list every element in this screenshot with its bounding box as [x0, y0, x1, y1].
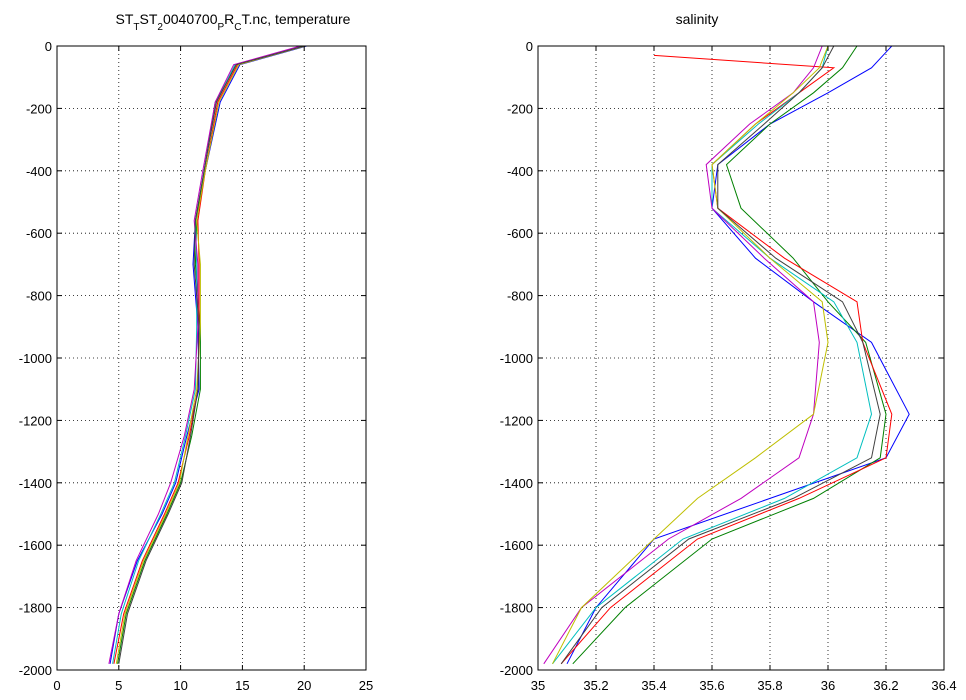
series-line-1 — [572, 45, 887, 665]
title-part: 0040700 — [163, 11, 218, 27]
x-tick-label: 35.2 — [583, 678, 608, 693]
title-part: T.nc, temperature — [242, 11, 351, 27]
x-tick-label: 36.2 — [873, 678, 898, 693]
x-tick-label: 0 — [53, 678, 60, 693]
x-tick-label: 35.8 — [757, 678, 782, 693]
series-line-4 — [108, 45, 301, 664]
y-tick-label: -1800 — [500, 601, 533, 616]
salinity-panel: salinity 35 35.2 35.4 35.6 35.8 36 36.2 36.4 0 -2… — [500, 11, 957, 693]
series-line-4 — [543, 45, 823, 665]
salinity-title: salinity — [676, 11, 719, 27]
y-tick-label: -400 — [26, 164, 52, 179]
y-tick-label: -1800 — [19, 601, 52, 616]
y-tick-label: -1200 — [19, 413, 52, 428]
y-tick-label: -1200 — [500, 413, 533, 428]
x-tick-label: 35 — [531, 678, 545, 693]
temperature-title: STTST20040700PRCT.nc, temperature — [116, 11, 351, 33]
y-tick-label: -800 — [26, 289, 52, 304]
series-line-6 — [118, 45, 305, 664]
y-tick-label: 0 — [45, 39, 52, 54]
y-tick-label: -1000 — [19, 351, 52, 366]
y-tick-label: -1600 — [500, 538, 533, 553]
series-line-2 — [560, 54, 893, 665]
y-tick-label: -2000 — [19, 663, 52, 678]
x-tick-label: 35.4 — [641, 678, 666, 693]
x-tick-label: 15 — [235, 678, 249, 693]
y-tick-label: 0 — [526, 39, 533, 54]
y-tick-label: -200 — [507, 101, 533, 116]
y-tick-label: -1400 — [500, 476, 533, 491]
x-tick-label: 5 — [115, 678, 122, 693]
y-tick-label: -2000 — [500, 663, 533, 678]
temperature-panel: STTST20040700PRCT.nc, temperature 0 5 10 15… — [19, 11, 373, 693]
series-line-3 — [552, 45, 873, 665]
y-tick-label: -400 — [507, 164, 533, 179]
title-part: T — [133, 22, 139, 33]
x-tick-label: 36 — [821, 678, 835, 693]
series-line-5 — [552, 45, 829, 665]
title-part: ST — [116, 11, 134, 27]
y-tick-label: -1400 — [19, 476, 52, 491]
series-line-0 — [566, 45, 910, 665]
x-tick-label: 10 — [173, 678, 187, 693]
title-part: 2 — [157, 22, 163, 33]
x-tick-label: 20 — [297, 678, 311, 693]
y-tick-label: -600 — [507, 226, 533, 241]
x-tick-label: 36.4 — [931, 678, 956, 693]
title-part: R — [224, 11, 234, 27]
y-tick-label: -200 — [26, 101, 52, 116]
title-part: P — [218, 22, 225, 33]
x-tick-label: 35.6 — [699, 678, 724, 693]
series-line-6 — [560, 45, 881, 665]
x-tick-label: 25 — [359, 678, 373, 693]
y-tick-label: -1000 — [500, 351, 533, 366]
y-tick-label: -600 — [26, 226, 52, 241]
title-part: ST — [140, 11, 158, 27]
y-tick-label: -800 — [507, 289, 533, 304]
title-part: C — [234, 22, 241, 33]
y-tick-label: -1600 — [19, 538, 52, 553]
